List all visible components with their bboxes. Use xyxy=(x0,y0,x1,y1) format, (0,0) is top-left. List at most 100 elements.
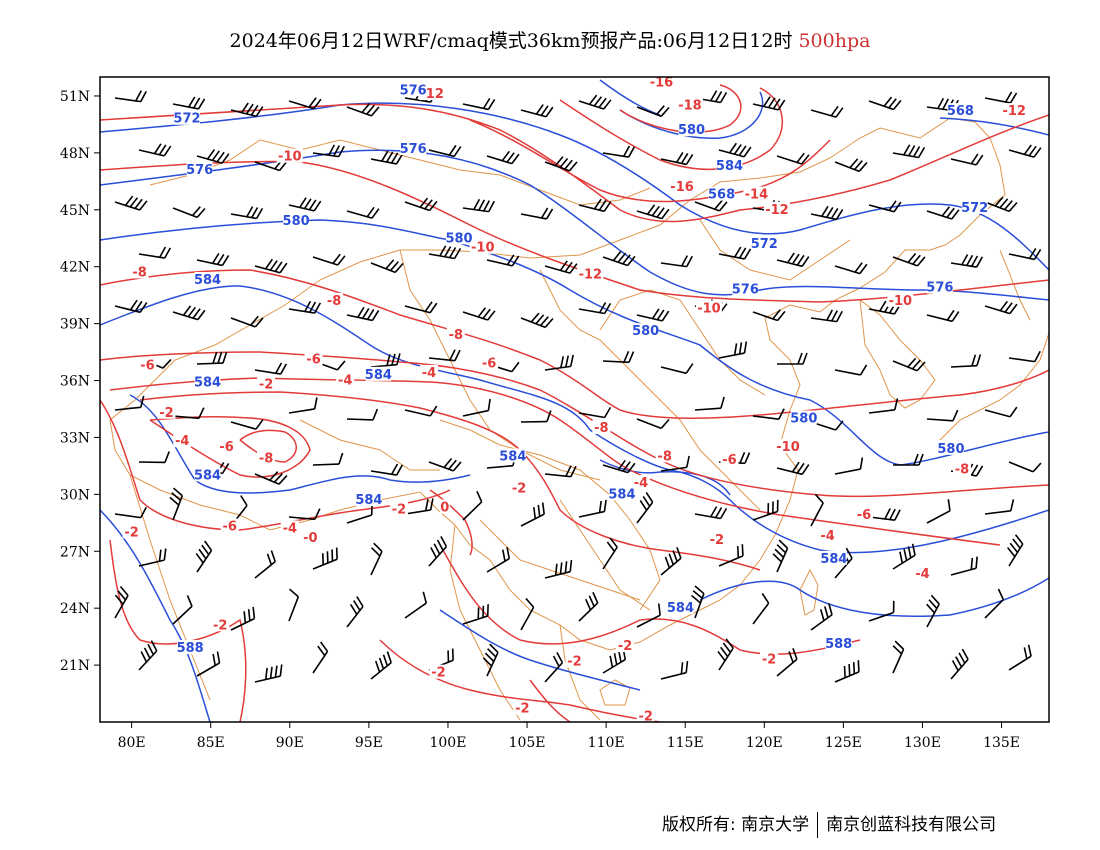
wind-barb xyxy=(254,550,276,579)
temperature-label: -4 xyxy=(422,366,436,381)
copyright-right: 南京创蓝科技有限公司 xyxy=(826,815,997,835)
temperature-label-bg xyxy=(854,507,873,522)
y-tick-label: 24N xyxy=(60,601,90,617)
height-label: 584 xyxy=(194,468,221,483)
wind-barb xyxy=(950,254,984,268)
height-label-bg xyxy=(365,366,392,381)
temperature-label: -4 xyxy=(820,529,834,544)
wind-barb xyxy=(195,540,213,573)
height-contour-588 xyxy=(100,509,1049,722)
province-borders xyxy=(109,117,1049,721)
temperature-label: -6 xyxy=(222,520,236,535)
temperature-label: -12 xyxy=(765,203,789,218)
temperature-label: -8 xyxy=(955,463,969,478)
temperature-label: -4 xyxy=(283,522,297,537)
wind-barb xyxy=(544,651,564,683)
temperature-label: -4 xyxy=(915,567,929,582)
wind-barb xyxy=(893,453,924,466)
wind-barb xyxy=(950,556,978,576)
province-inner-6 xyxy=(299,419,440,471)
temperature-label: -2 xyxy=(762,652,776,667)
height-label: 568 xyxy=(708,188,735,203)
wind-barb xyxy=(428,349,461,362)
wind-barb xyxy=(370,463,404,476)
wind-barb xyxy=(520,410,552,423)
height-label: 584 xyxy=(355,493,382,508)
temperature-label: -4 xyxy=(175,434,189,449)
temperature-label-bg xyxy=(389,501,408,516)
wind-barb xyxy=(752,96,786,111)
wind-barb xyxy=(892,144,926,159)
temperature-label: -2 xyxy=(638,709,652,724)
height-label-bg xyxy=(400,82,427,97)
temperature-label-bg xyxy=(707,531,726,546)
wind-barb xyxy=(636,491,654,524)
wind-barb xyxy=(312,452,344,466)
x-tick-label: 125E xyxy=(825,735,862,751)
height-label: 584 xyxy=(194,375,221,390)
province-inner-5 xyxy=(479,519,641,601)
wind-barb xyxy=(602,250,636,267)
wind-barb xyxy=(810,205,844,221)
wind-barb xyxy=(544,260,578,274)
temperature-label-bg xyxy=(157,404,176,419)
temperature-label-bg xyxy=(217,438,236,453)
wind-barb xyxy=(1008,350,1041,363)
wind-barb xyxy=(196,351,228,365)
wind-barb xyxy=(984,196,1018,213)
x-tick-label: 90E xyxy=(276,735,304,751)
wind-barb xyxy=(288,508,321,521)
x-tick-label: 135E xyxy=(983,735,1020,751)
title-level: 500hpa xyxy=(798,30,871,52)
height-label: 576 xyxy=(732,282,759,297)
height-label: 584 xyxy=(716,159,743,174)
wind-barb xyxy=(370,651,392,680)
height-label-bg xyxy=(937,440,964,455)
wind-barb xyxy=(520,104,554,118)
temperature-label: -12 xyxy=(1002,104,1026,119)
province-inner-1 xyxy=(399,249,601,481)
height-label-bg xyxy=(961,199,988,214)
height-label: 588 xyxy=(825,637,852,652)
wind-barb xyxy=(660,151,694,166)
wind-barb xyxy=(196,252,230,267)
temperature-label-bg xyxy=(631,474,650,489)
temperature-label-bg xyxy=(953,461,972,476)
temperature-label: -16 xyxy=(670,180,694,195)
china-border xyxy=(109,117,1006,421)
wind-barb xyxy=(950,354,982,368)
height-label: 580 xyxy=(790,411,817,426)
temperature-contours xyxy=(100,84,1049,722)
height-label: 580 xyxy=(632,324,659,339)
y-tick-label: 27N xyxy=(60,544,90,560)
wind-barb xyxy=(578,499,607,518)
wind-barb xyxy=(520,207,554,220)
height-contour-580 xyxy=(100,219,1049,466)
wind-barb xyxy=(868,600,895,622)
wind-barb xyxy=(254,664,283,683)
temperature-label-bg xyxy=(304,351,323,366)
wind-barb xyxy=(660,455,690,472)
wind-barb xyxy=(254,471,288,485)
height-contour-568 xyxy=(939,117,1049,136)
temperature-label: -10 xyxy=(697,301,721,316)
wind-barb xyxy=(834,262,868,275)
korea-outline xyxy=(859,298,936,409)
wind-barb xyxy=(810,493,824,527)
wind-barb xyxy=(636,308,670,322)
wind-barb xyxy=(892,357,926,372)
temperature-label-bg xyxy=(818,528,837,543)
height-label: 580 xyxy=(283,214,310,229)
wind-barb xyxy=(520,502,545,527)
height-label-bg xyxy=(632,323,659,338)
wind-barb xyxy=(636,105,670,118)
wind-barb xyxy=(138,143,172,157)
height-label: 588 xyxy=(177,641,204,656)
wind-barb xyxy=(1008,461,1042,473)
wind-barb xyxy=(404,197,438,212)
province-inner-7 xyxy=(699,219,851,281)
wind-barb xyxy=(660,660,689,680)
height-label: 580 xyxy=(937,442,964,457)
temperature-label-bg xyxy=(446,327,465,341)
